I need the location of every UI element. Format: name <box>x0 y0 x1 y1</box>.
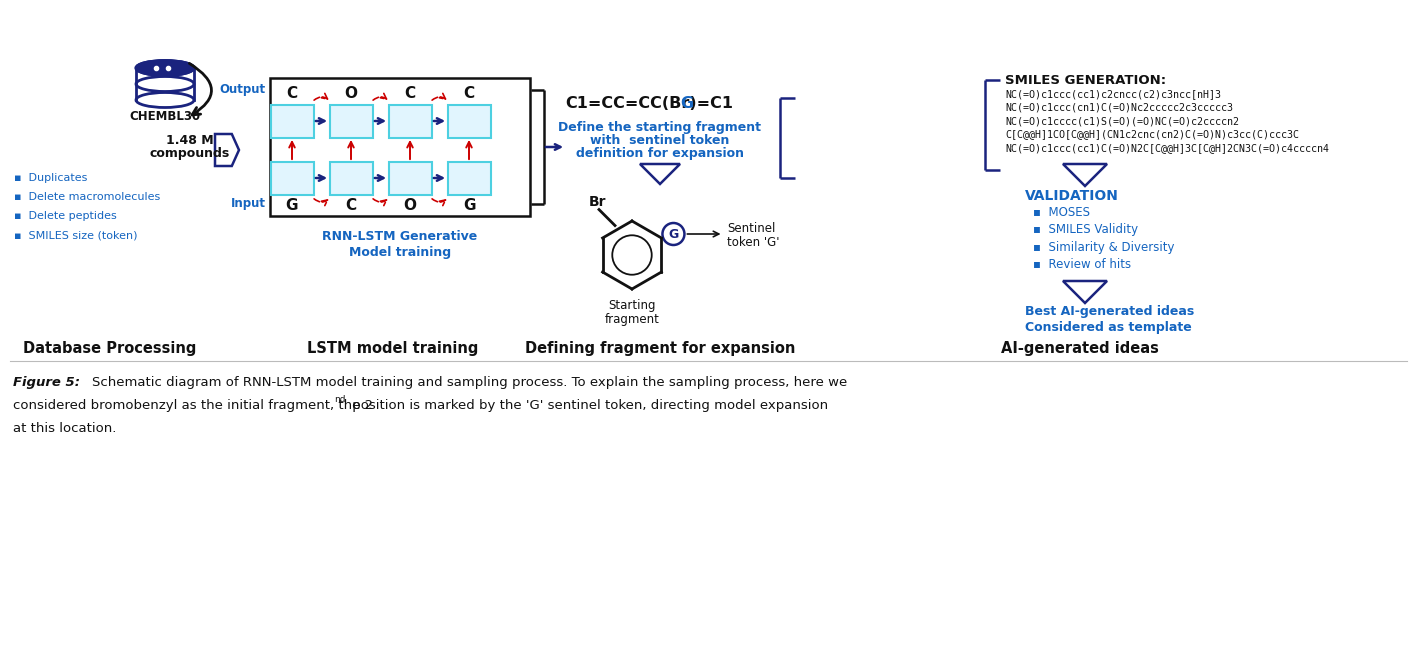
Text: C: C <box>286 86 298 102</box>
Text: C: C <box>463 86 475 102</box>
Text: Output: Output <box>220 84 266 97</box>
Text: Considered as template: Considered as template <box>1024 321 1192 334</box>
Text: fragment: fragment <box>605 312 659 325</box>
Text: Figure 5:: Figure 5: <box>13 376 79 389</box>
FancyBboxPatch shape <box>388 104 432 137</box>
Text: with  sentinel token: with sentinel token <box>591 135 730 148</box>
Text: NC(=O)c1cccc(c1)S(=O)(=O)NC(=O)c2ccccn2: NC(=O)c1cccc(c1)S(=O)(=O)NC(=O)c2ccccn2 <box>1005 116 1238 126</box>
Text: G: G <box>286 198 298 213</box>
FancyBboxPatch shape <box>271 161 313 194</box>
Text: ▪  Delete peptides: ▪ Delete peptides <box>14 211 116 221</box>
Text: ▪  SMILES Validity: ▪ SMILES Validity <box>1033 224 1138 237</box>
Text: C: C <box>404 86 415 102</box>
Text: LSTM model training: LSTM model training <box>307 340 479 356</box>
Text: Input: Input <box>231 198 266 211</box>
Text: Br: Br <box>588 194 605 209</box>
Text: Sentinel: Sentinel <box>727 222 777 235</box>
Text: ▪  Delete macromolecules: ▪ Delete macromolecules <box>14 192 160 202</box>
FancyBboxPatch shape <box>448 161 490 194</box>
Text: C1=CC=CC(Br)=C1: C1=CC=CC(Br)=C1 <box>565 95 733 111</box>
Text: Schematic diagram of RNN-LSTM model training and sampling process. To explain th: Schematic diagram of RNN-LSTM model trai… <box>92 376 847 389</box>
Text: G: G <box>669 227 679 240</box>
Text: ▪  Duplicates: ▪ Duplicates <box>14 173 88 183</box>
Text: 1.48 M: 1.48 M <box>166 135 214 148</box>
Text: VALIDATION: VALIDATION <box>1024 189 1119 203</box>
Text: token 'G': token 'G' <box>727 237 779 249</box>
Text: Define the starting fragment: Define the starting fragment <box>558 122 761 135</box>
Text: ▪  SMILES size (token): ▪ SMILES size (token) <box>14 230 137 240</box>
Text: G: G <box>680 95 693 111</box>
FancyBboxPatch shape <box>448 104 490 137</box>
FancyBboxPatch shape <box>330 104 373 137</box>
Text: at this location.: at this location. <box>13 422 116 435</box>
Text: AI-generated ideas: AI-generated ideas <box>1000 340 1159 356</box>
Text: considered bromobenzyl as the initial fragment, the 2: considered bromobenzyl as the initial fr… <box>13 399 373 412</box>
FancyBboxPatch shape <box>271 104 313 137</box>
Text: ▪  Review of hits: ▪ Review of hits <box>1033 257 1131 270</box>
Text: SMILES GENERATION:: SMILES GENERATION: <box>1005 73 1166 86</box>
Text: C: C <box>346 198 357 213</box>
Circle shape <box>662 223 684 245</box>
Text: RNN-LSTM Generative: RNN-LSTM Generative <box>323 230 478 243</box>
Text: ▪  MOSES: ▪ MOSES <box>1033 207 1090 220</box>
Text: compounds: compounds <box>150 146 230 159</box>
Text: C[C@@H]1CO[C@@H](CN1c2cnc(cn2)C(=O)N)c3cc(C)ccc3C: C[C@@H]1CO[C@@H](CN1c2cnc(cn2)C(=O)N)c3c… <box>1005 130 1299 139</box>
Text: NC(=O)c1ccc(cc1)C(=O)N2C[C@@H]3C[C@H]2CN3C(=O)c4ccccn4: NC(=O)c1ccc(cc1)C(=O)N2C[C@@H]3C[C@H]2CN… <box>1005 143 1329 153</box>
Text: ▪  Similarity & Diversity: ▪ Similarity & Diversity <box>1033 240 1175 253</box>
Text: Best AI-generated ideas: Best AI-generated ideas <box>1024 305 1195 319</box>
FancyBboxPatch shape <box>388 161 432 194</box>
Text: CHEMBL30: CHEMBL30 <box>129 110 201 123</box>
Text: Defining fragment for expansion: Defining fragment for expansion <box>524 340 795 356</box>
Text: Starting: Starting <box>608 299 656 312</box>
FancyBboxPatch shape <box>330 161 373 194</box>
FancyArrowPatch shape <box>190 64 211 115</box>
Text: Database Processing: Database Processing <box>23 340 197 356</box>
Text: NC(=O)c1ccc(cc1)c2cncc(c2)c3ncc[nH]3: NC(=O)c1ccc(cc1)c2cncc(c2)c3ncc[nH]3 <box>1005 89 1221 99</box>
Ellipse shape <box>136 60 194 76</box>
Text: NC(=O)c1ccc(cn1)C(=O)Nc2ccccc2c3ccccc3: NC(=O)c1ccc(cn1)C(=O)Nc2ccccc2c3ccccc3 <box>1005 102 1233 113</box>
Text: definition for expansion: definition for expansion <box>575 148 744 161</box>
Text: G: G <box>463 198 475 213</box>
Text: Model training: Model training <box>349 246 451 259</box>
Text: O: O <box>344 86 357 102</box>
Text: position is marked by the 'G' sentinel token, directing model expansion: position is marked by the 'G' sentinel t… <box>347 399 828 412</box>
Text: nd: nd <box>333 395 346 404</box>
Text: O: O <box>404 198 417 213</box>
